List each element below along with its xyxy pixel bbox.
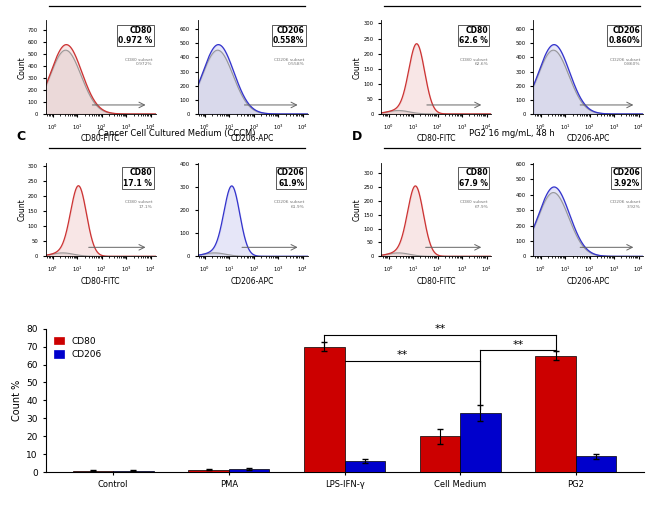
X-axis label: CD206-APC: CD206-APC <box>231 277 274 285</box>
Y-axis label: Count: Count <box>353 198 362 221</box>
Text: C: C <box>16 131 25 143</box>
Text: CD80 subset
67.9%: CD80 subset 67.9% <box>460 200 488 209</box>
Bar <box>536 356 576 472</box>
Bar <box>460 413 500 472</box>
X-axis label: CD206-APC: CD206-APC <box>567 277 610 285</box>
X-axis label: CD206-APC: CD206-APC <box>231 135 274 143</box>
Text: CD80
17.1 %: CD80 17.1 % <box>124 168 152 187</box>
X-axis label: CD80-FITC: CD80-FITC <box>417 135 456 143</box>
Text: Cancer Cell Cultured Medium (CCCM): Cancer Cell Cultured Medium (CCCM) <box>98 130 255 138</box>
Bar <box>229 469 269 472</box>
Bar <box>188 470 229 472</box>
Text: CD206
61.9%: CD206 61.9% <box>277 168 304 187</box>
Text: B: B <box>352 0 361 1</box>
Text: CD80 subset
17.1%: CD80 subset 17.1% <box>125 200 152 209</box>
Text: CD206
3.92%: CD206 3.92% <box>612 168 640 187</box>
Bar <box>113 470 153 472</box>
Y-axis label: Count %: Count % <box>12 380 22 421</box>
Text: PG2 16 mg/mL, 48 h: PG2 16 mg/mL, 48 h <box>469 130 555 138</box>
Bar <box>576 456 616 472</box>
Bar <box>420 436 460 472</box>
Text: A: A <box>16 0 26 1</box>
Y-axis label: Count: Count <box>353 56 362 79</box>
Text: CD80 subset
0.972%: CD80 subset 0.972% <box>125 58 152 67</box>
Text: CD80 subset
62.6%: CD80 subset 62.6% <box>460 58 488 67</box>
Text: CD80
0.972 %: CD80 0.972 % <box>118 26 152 45</box>
Text: CD206
0.558%: CD206 0.558% <box>273 26 304 45</box>
Text: CD206 subset
0.860%: CD206 subset 0.860% <box>610 58 640 67</box>
Text: **: ** <box>396 351 408 360</box>
Text: CD80
62.6 %: CD80 62.6 % <box>460 26 488 45</box>
Bar <box>304 346 345 472</box>
X-axis label: CD80-FITC: CD80-FITC <box>81 135 120 143</box>
Bar <box>344 461 385 472</box>
Text: **: ** <box>512 339 524 350</box>
X-axis label: CD80-FITC: CD80-FITC <box>417 277 456 285</box>
Y-axis label: Count: Count <box>18 198 27 221</box>
Text: D: D <box>352 131 362 143</box>
Text: CD206 subset
0.558%: CD206 subset 0.558% <box>274 58 304 67</box>
Text: CD206 subset
61.9%: CD206 subset 61.9% <box>274 200 304 209</box>
X-axis label: CD80-FITC: CD80-FITC <box>81 277 120 285</box>
X-axis label: CD206-APC: CD206-APC <box>567 135 610 143</box>
Text: CD206
0.860%: CD206 0.860% <box>608 26 640 45</box>
Text: CD80
67.9 %: CD80 67.9 % <box>459 168 488 187</box>
Bar <box>73 470 113 472</box>
Text: CD206 subset
3.92%: CD206 subset 3.92% <box>610 200 640 209</box>
Y-axis label: Count: Count <box>18 56 27 79</box>
Text: **: ** <box>434 324 445 334</box>
Legend: CD80, CD206: CD80, CD206 <box>50 333 105 363</box>
